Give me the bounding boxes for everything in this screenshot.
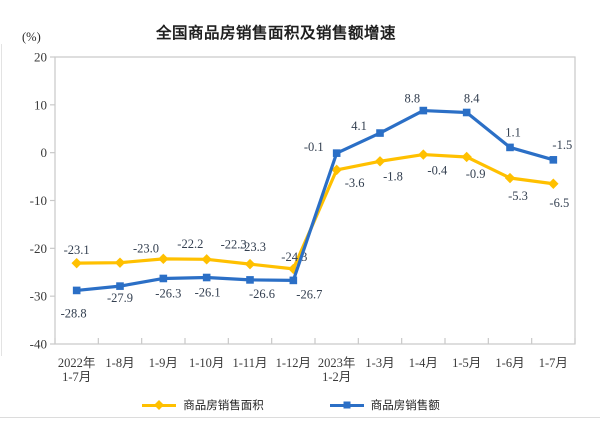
svg-text:0: 0 xyxy=(41,145,48,160)
svg-text:1-7月: 1-7月 xyxy=(539,356,568,370)
square-marker-icon xyxy=(376,129,384,137)
svg-text:-30: -30 xyxy=(30,289,47,304)
svg-text:1-10月: 1-10月 xyxy=(189,356,224,370)
diamond-marker-icon xyxy=(71,257,82,269)
square-marker-icon xyxy=(506,143,514,152)
svg-text:1-6月: 1-6月 xyxy=(495,356,524,370)
legend-line-marker-amount xyxy=(329,401,364,409)
svg-text:-26.7: -26.7 xyxy=(296,287,322,301)
legend-line-marker-area xyxy=(142,400,177,410)
svg-text:1-12月: 1-12月 xyxy=(276,356,311,370)
square-marker-icon xyxy=(419,106,428,115)
svg-text:-20: -20 xyxy=(30,241,47,256)
diamond-marker-icon xyxy=(158,253,169,265)
legend-item-sales-amount: 商品房销售额 xyxy=(329,397,440,413)
svg-text:1-3月: 1-3月 xyxy=(365,356,394,370)
square-marker-icon xyxy=(343,401,351,409)
svg-text:1.1: 1.1 xyxy=(505,125,521,139)
svg-text:4.1: 4.1 xyxy=(351,119,367,133)
diamond-marker-icon xyxy=(244,258,256,270)
svg-text:-26.1: -26.1 xyxy=(195,286,221,300)
square-marker-icon xyxy=(202,273,211,282)
square-marker-icon xyxy=(72,286,81,295)
svg-text:-22.3: -22.3 xyxy=(221,237,247,251)
page-bottom-border xyxy=(0,417,600,418)
series-0-data-labels: -23.1 -23.0 -22.2 -22.3-23.3-24.3-3.6 -1.8 -0… xyxy=(64,164,570,264)
square-marker-icon xyxy=(549,156,558,164)
svg-text:8.8: 8.8 xyxy=(405,92,421,106)
square-marker-icon xyxy=(462,108,471,117)
svg-text:-22.2: -22.2 xyxy=(177,237,203,251)
x-axis: 2022年 1-7月 1-8月 1-9月 1-10月 1-11月 1-12月 2023年 1-2… xyxy=(54,338,576,384)
square-marker-icon xyxy=(332,149,341,157)
chart-legend: 商品房销售面积 商品房销售额 xyxy=(0,397,591,413)
legend-label-sales-amount: 商品房销售额 xyxy=(370,400,440,412)
diamond-marker-icon xyxy=(114,257,126,268)
square-marker-icon xyxy=(159,274,168,283)
svg-text:-0.9: -0.9 xyxy=(466,167,486,181)
series-1-line xyxy=(72,106,558,295)
svg-text:-23.0: -23.0 xyxy=(133,242,159,256)
svg-text:-1.5: -1.5 xyxy=(552,138,572,152)
svg-text:-40: -40 xyxy=(30,337,47,352)
svg-text:1-9月: 1-9月 xyxy=(149,356,178,370)
svg-text:-26.6: -26.6 xyxy=(249,287,275,301)
svg-text:-10: -10 xyxy=(30,193,47,208)
chart-canvas: 20 10 0 -10 -20 -30 -40 2022年 1-7月 1-8月 1-9月 1-10月 1… xyxy=(30,50,576,384)
svg-text:-0.4: -0.4 xyxy=(427,164,448,178)
diamond-marker-icon xyxy=(154,400,165,410)
diamond-marker-icon xyxy=(331,164,342,176)
svg-text:8.4: 8.4 xyxy=(464,91,480,105)
svg-text:-27.9: -27.9 xyxy=(107,291,133,305)
legend-label-sales-area: 商品房销售面积 xyxy=(183,400,264,412)
svg-text:-3.6: -3.6 xyxy=(345,176,365,190)
square-marker-icon xyxy=(289,276,298,285)
y-axis: 20 10 0 -10 -20 -30 -40 xyxy=(30,50,55,352)
svg-text:1-4月: 1-4月 xyxy=(409,356,438,370)
page-left-border xyxy=(1,44,2,356)
svg-text:-6.5: -6.5 xyxy=(549,196,569,210)
chart-title: 全国商品房销售面积及销售额增速 xyxy=(155,25,396,42)
svg-text:-23.3: -23.3 xyxy=(240,240,266,254)
diamond-marker-icon xyxy=(548,178,559,189)
svg-text:10: 10 xyxy=(34,97,47,112)
svg-text:-1.8: -1.8 xyxy=(383,169,403,183)
svg-text:1-8月: 1-8月 xyxy=(105,356,134,370)
svg-text:-26.3: -26.3 xyxy=(155,286,181,300)
diamond-marker-icon xyxy=(374,156,386,167)
legend-item-sales-area: 商品房销售面积 xyxy=(142,397,264,413)
diamond-marker-icon xyxy=(201,254,212,265)
square-marker-icon xyxy=(116,282,124,290)
svg-text:-0.1: -0.1 xyxy=(304,140,324,154)
svg-text:-23.1: -23.1 xyxy=(64,243,90,257)
svg-text:-5.3: -5.3 xyxy=(508,189,528,203)
y-axis-unit-label: (%) xyxy=(22,30,41,44)
svg-text:-28.8: -28.8 xyxy=(61,306,87,320)
series-1-data-labels: -28.8 -27.9 -26.3 -26.1 -26.6 -26.7 -0.1 4.1 8.8… xyxy=(61,91,573,320)
diamond-marker-icon xyxy=(461,151,472,163)
square-marker-icon xyxy=(246,276,254,284)
diamond-marker-icon xyxy=(418,149,429,160)
svg-text:1-11月: 1-11月 xyxy=(233,356,268,370)
svg-text:20: 20 xyxy=(34,50,47,65)
svg-text:1-5月: 1-5月 xyxy=(452,356,481,370)
diamond-marker-icon xyxy=(504,172,516,184)
